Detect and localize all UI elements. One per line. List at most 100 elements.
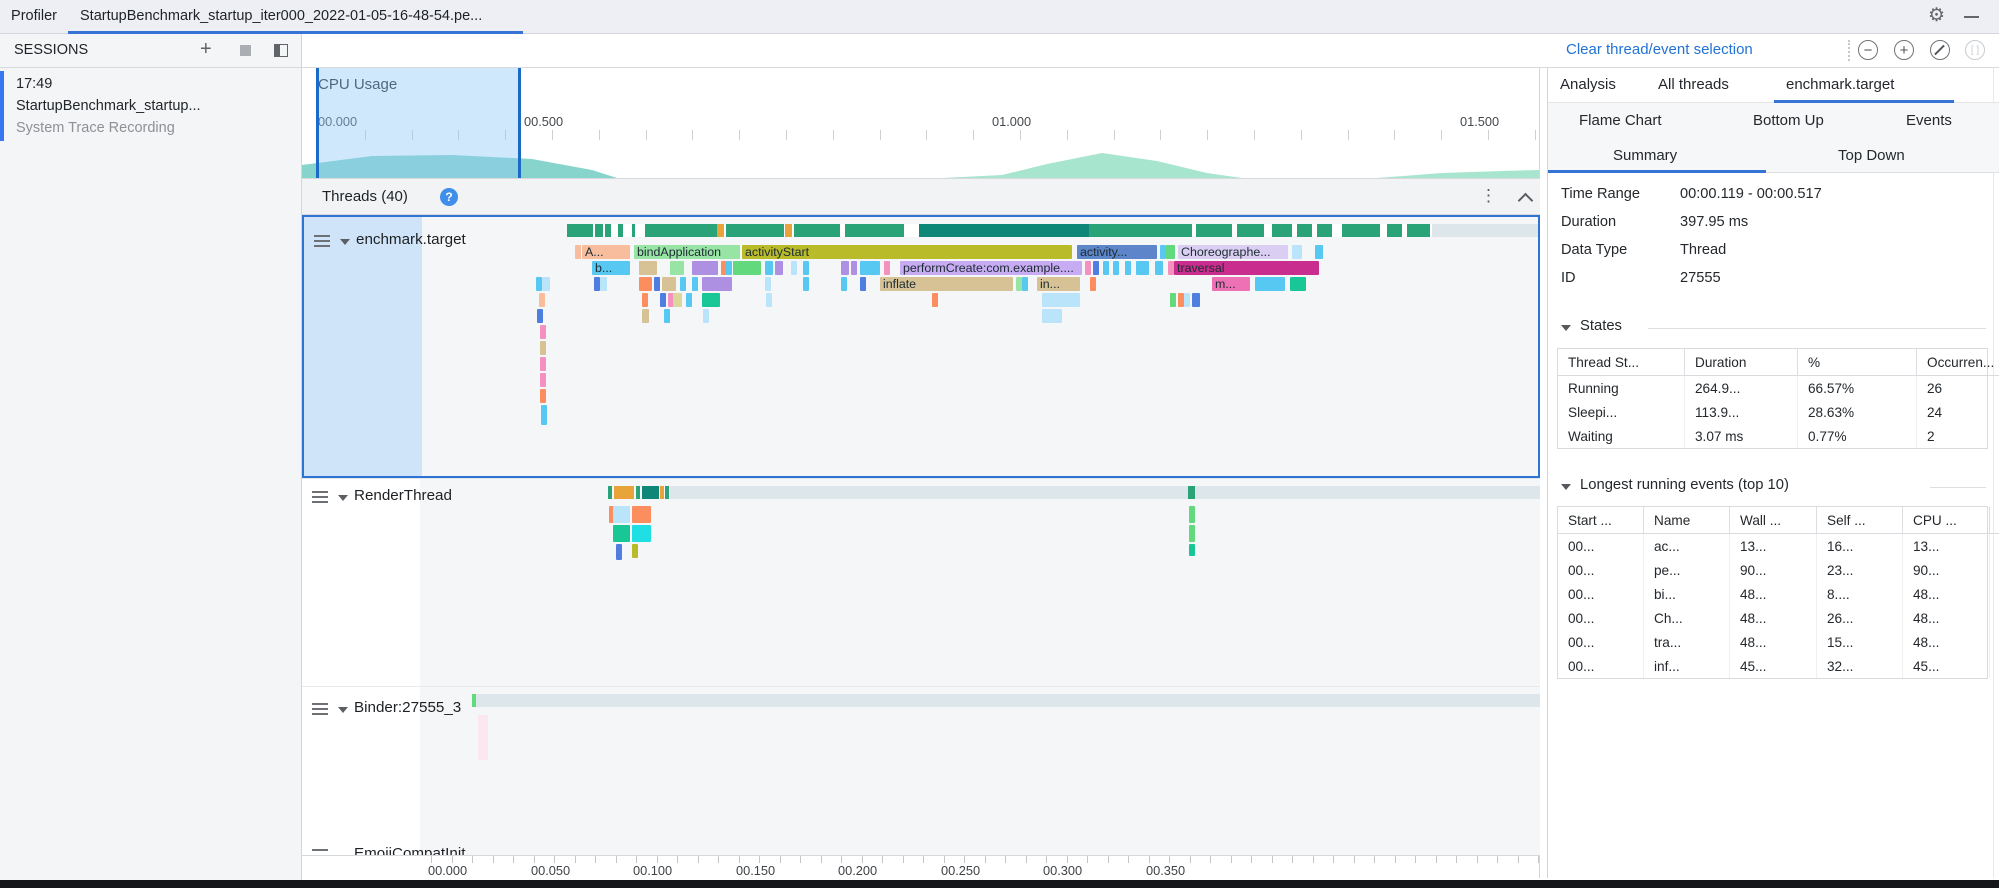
trace-span[interactable]: A... [582,245,630,259]
trace-span[interactable] [1016,277,1022,291]
trace-span[interactable] [1042,293,1080,307]
trace-span[interactable] [540,389,546,403]
table-row[interactable]: Waiting 3.07 ms 0.77% 2 [1558,424,1999,448]
collapse-panel-icon[interactable] [274,44,288,57]
trace-span[interactable] [609,506,615,523]
trace-span[interactable] [632,544,638,558]
trace-span[interactable] [1178,293,1184,307]
trace-span[interactable] [541,405,547,425]
trace-span[interactable] [1042,309,1062,323]
trace-span[interactable] [1189,544,1195,556]
trace-span[interactable] [692,277,698,291]
clear-selection-link[interactable]: Clear thread/event selection [1566,41,1753,58]
tab-profiler[interactable]: Profiler [11,8,57,24]
zoom-to-selection-icon[interactable]: [ ] [1965,40,1985,60]
thread-label-cell[interactable]: enchmark.target [304,217,466,476]
trace-span[interactable]: inflate [880,277,1013,291]
trace-span[interactable] [642,309,649,323]
trace-span[interactable] [841,261,849,275]
table-row[interactable]: 00...Ch...48...26...48...26... [1558,606,1999,630]
trace-span[interactable] [1160,245,1166,259]
trace-span[interactable]: Choreographe... [1178,245,1288,259]
stop-session-icon[interactable] [240,45,251,56]
trace-span[interactable] [632,525,651,542]
trace-span[interactable] [1166,245,1175,259]
trace-span[interactable] [639,277,652,291]
trace-span[interactable] [632,506,651,523]
column-header[interactable]: Duration [1684,349,1798,376]
trace-span[interactable] [1189,506,1195,523]
trace-span[interactable] [803,261,809,275]
minimize-icon[interactable] [1964,16,1979,18]
trace-span[interactable]: in... [1037,277,1080,291]
drag-handle-icon[interactable] [312,849,328,854]
trace-span[interactable] [1189,525,1195,542]
trace-span[interactable] [540,325,546,339]
trace-span[interactable] [1315,245,1323,259]
column-header[interactable]: CPU ... [1902,507,1990,534]
add-session-icon[interactable]: + [200,38,212,60]
trace-span[interactable] [1168,261,1174,275]
collapse-chevron-icon[interactable] [1517,192,1534,209]
trace-span[interactable] [1136,261,1149,275]
expand-triangle-icon[interactable] [338,707,348,713]
table-row[interactable]: Sleepi... 113.9... 28.63% 24 [1558,400,1999,424]
trace-span[interactable]: bindApplication [634,245,740,259]
table-row[interactable]: Running 264.9... 66.57% 26 [1558,375,1999,400]
trace-span[interactable] [1184,293,1190,307]
trace-span[interactable] [692,261,718,275]
zoom-out-icon[interactable]: − [1858,40,1878,60]
trace-span[interactable] [803,277,809,291]
gear-icon[interactable]: ⚙ [1928,5,1946,26]
trace-span[interactable] [540,373,546,387]
tab-all-threads[interactable]: All threads [1658,76,1729,93]
trace-span[interactable] [721,261,727,275]
cpu-usage-panel[interactable]: CPU Usage 00.000 00.500 01.000 01.500 [302,68,1540,178]
trace-span[interactable] [536,277,542,291]
trace-span[interactable]: performCreate:com.example.... [900,261,1082,275]
trace-span[interactable] [616,544,622,560]
trace-span[interactable] [539,293,545,307]
events-section-header[interactable]: Longest running events (top 10) [1548,477,1999,499]
column-header[interactable]: Self ... [1816,507,1903,534]
trace-span[interactable]: m... [1212,277,1250,291]
trace-span[interactable] [540,341,546,355]
trace-span[interactable] [766,293,772,307]
trace-span[interactable] [1113,261,1119,275]
column-header[interactable]: Start ... [1558,507,1644,534]
column-header[interactable]: % [1797,349,1917,376]
trace-span[interactable] [639,261,657,275]
column-header[interactable]: CPU ... [1989,507,1999,534]
table-row[interactable]: 00...bi...48...8....48...8.... [1558,582,1999,606]
trace-span[interactable] [668,293,674,307]
trace-span[interactable] [1022,277,1028,291]
trace-span[interactable] [765,261,773,275]
trace-span[interactable] [662,277,676,291]
trace-span[interactable] [613,506,630,523]
threads-section-header[interactable]: Threads (40) ? ⋮ [302,178,1540,215]
trace-span[interactable]: activityStart [742,245,1072,259]
trace-span[interactable] [791,261,797,275]
thread-label-cell[interactable]: RenderThread [302,479,452,686]
thread-label-cell[interactable]: EmojiCompatInit... [302,843,478,855]
trace-span[interactable] [1170,293,1176,307]
trace-span[interactable] [537,309,543,323]
table-row[interactable]: 00...inf...45...32...45...32... [1558,654,1999,678]
section-collapse-icon[interactable] [1561,325,1571,331]
trace-span[interactable] [860,261,880,275]
column-header[interactable]: Name [1643,507,1730,534]
thread-label-cell[interactable]: Binder:27555_3 [302,687,461,843]
table-row[interactable]: 00...pe...90...23...90...23... [1558,558,1999,582]
session-list-item[interactable]: 17:49 StartupBenchmark_startup... System… [0,71,301,141]
zoom-in-icon[interactable]: + [1894,40,1914,60]
trace-span[interactable] [575,245,581,259]
expand-triangle-icon[interactable] [340,239,350,245]
help-icon[interactable]: ? [440,188,458,206]
trace-span[interactable] [1292,245,1302,259]
trace-span[interactable] [594,277,600,291]
table-row[interactable]: 00...ac...13...16...13...16... [1558,533,1999,558]
tab-trace-file[interactable]: StartupBenchmark_startup_iter000_2022-01… [80,8,483,24]
trace-span[interactable] [1093,261,1099,275]
trace-span[interactable] [540,357,546,371]
reset-zoom-icon[interactable] [1930,40,1950,60]
